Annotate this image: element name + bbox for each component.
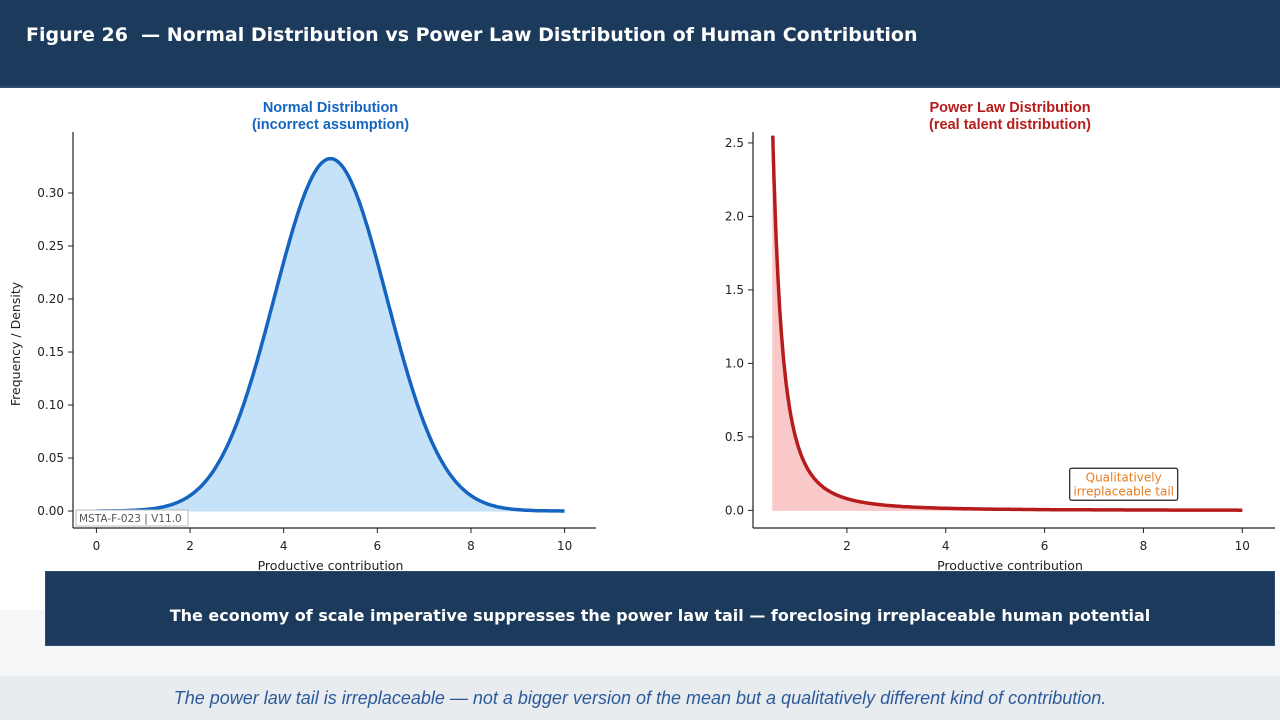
y-tick-label: 0.05 [37, 451, 64, 465]
watermark-text: MSTA-F-023 | V11.0 [79, 513, 182, 525]
x-tick-label: 6 [1041, 539, 1049, 553]
x-tick-label: 4 [280, 539, 288, 553]
takeaway-banner: The economy of scale imperative suppress… [45, 571, 1275, 646]
normal-distribution-svg: 0 2 4 6 8 10 0.00 0.05 0.10 0.15 0.20 0.25 0.30 Norma… [8, 100, 596, 570]
banner-text: The economy of scale imperative suppress… [169, 606, 1151, 625]
distribution-curve-line [771, 134, 1243, 512]
x-tick-label: 2 [843, 539, 851, 553]
y-tick-label: 0.10 [37, 398, 64, 412]
x-tick-label: 0 [93, 539, 101, 553]
power-law-distribution-chart: 2 4 6 8 10 0.0 0.5 1.0 1.5 2.0 2.5 Power Law Distri… [640, 88, 1280, 570]
chart-title-line1: Normal Distribution [263, 100, 398, 116]
x-tick-label: 4 [942, 539, 950, 553]
footer-bar: The power law tail is irreplaceable — no… [0, 676, 1280, 720]
distribution-area-fill [96, 158, 565, 512]
y-tick-label: 0.5 [725, 430, 744, 444]
distribution-curve-line [96, 156, 565, 513]
y-tick-label: 2.5 [725, 136, 744, 150]
x-tick-label: 8 [467, 539, 475, 553]
chart-title-line2: (real talent distribution) [929, 117, 1091, 133]
x-axis-label: Productive contribution [937, 558, 1083, 570]
y-tick-label: 0.30 [37, 186, 64, 200]
y-tick-label: 1.0 [725, 356, 744, 370]
x-tick-label: 8 [1140, 539, 1148, 553]
annotation-box [1069, 467, 1179, 501]
x-axis-label: Productive contribution [258, 558, 404, 570]
x-tick-label: 6 [373, 539, 381, 553]
x-tick-label: 2 [186, 539, 194, 553]
y-tick-label: 0.20 [37, 292, 64, 306]
watermark-box: MSTA-F-023 | V11.0 [75, 509, 189, 527]
footer-caption: The power law tail is irreplaceable — no… [173, 688, 1107, 708]
power-law-distribution-svg: 2 4 6 8 10 0.0 0.5 1.0 1.5 2.0 2.5 Power Law Distri… [725, 100, 1275, 570]
annotation-line1: Qualitatively [1086, 470, 1162, 484]
chart-title-line2: (incorrect assumption) [252, 117, 409, 133]
x-tick-label: 10 [1235, 539, 1250, 553]
watermark-frame [75, 509, 189, 527]
chart-title-line1: Power Law Distribution [929, 100, 1090, 116]
figure-title: Figure 26 — Normal Distribution vs Power… [26, 24, 918, 46]
y-tick-label: 2.0 [725, 209, 744, 223]
y-tick-label: 0.15 [37, 345, 64, 359]
y-axis-label: Frequency / Density [8, 281, 23, 406]
annotation-line2: irreplaceable tail [1073, 484, 1174, 498]
x-tick-label: 10 [557, 539, 572, 553]
distribution-area-fill [772, 135, 1243, 511]
y-tick-label: 0.25 [37, 239, 64, 253]
y-tick-label: 0.00 [37, 504, 64, 518]
y-tick-label: 0.0 [725, 503, 744, 517]
y-tick-label: 1.5 [725, 283, 744, 297]
header-bar: Figure 26 — Normal Distribution vs Power… [0, 0, 1280, 88]
normal-distribution-chart: 0 2 4 6 8 10 0.00 0.05 0.10 0.15 0.20 0.25 0.30 Norma… [0, 88, 640, 570]
